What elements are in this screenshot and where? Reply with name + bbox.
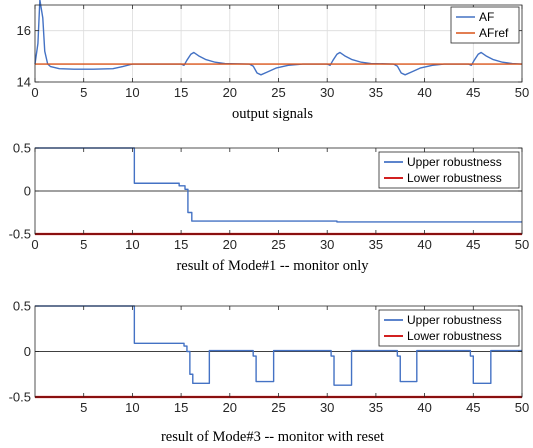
y-tick-label: 0: [24, 184, 31, 199]
y-tick-label: 0.5: [13, 141, 31, 156]
chart-3: 5 10 15 20 25 30 35 40 45 50 -0.5 0 0.5 Upper robustn…: [9, 299, 530, 446]
x-tick-label: 30: [320, 85, 334, 100]
x-tick-label: 50: [515, 85, 529, 100]
x-tick-label: 30: [320, 400, 334, 415]
x-tick-label: 5: [80, 85, 87, 100]
legend-label: AFref: [479, 26, 509, 40]
x-tick-label: 10: [125, 400, 139, 415]
legend-label: Upper robustness: [407, 155, 502, 169]
x-tick-label: 5: [80, 237, 87, 252]
x-tick-label: 15: [174, 85, 188, 100]
x-tick-label: 45: [466, 237, 480, 252]
legend-box: [378, 151, 520, 189]
x-tick-label: 35: [369, 85, 383, 100]
x-tick-label: 30: [320, 237, 334, 252]
x-tick-label: 40: [417, 400, 431, 415]
legend: Upper robustness Lower robustness: [378, 309, 520, 347]
chart-caption: result of Mode#1 -- monitor only: [176, 258, 369, 274]
x-tick-label: 0: [31, 237, 38, 252]
x-tick-label: 50: [515, 237, 529, 252]
x-tick-label: 40: [417, 237, 431, 252]
x-tick-label: 50: [515, 400, 529, 415]
x-tick-label: 20: [223, 237, 237, 252]
x-tick-label: 20: [223, 400, 237, 415]
x-tick-label: 45: [466, 400, 480, 415]
y-tick-label: 0.5: [13, 299, 31, 314]
legend-box: [450, 6, 520, 44]
x-tick-label: 10: [125, 237, 139, 252]
y-tick-label: -0.5: [9, 227, 31, 242]
x-tick-label: 25: [271, 400, 285, 415]
y-tick-label: -0.5: [9, 390, 31, 405]
legend-box: [378, 309, 520, 347]
legend-label: Lower robustness: [407, 171, 502, 185]
y-tick-label: 0: [24, 344, 31, 359]
legend-label: Upper robustness: [407, 313, 502, 327]
series-line-upper-robustness: [35, 305, 522, 386]
x-tick-label: 15: [174, 237, 188, 252]
chart-1: 0 5 10 15 20 25 30 35 40 45 50 14 16 AF AFref output si…: [17, 0, 529, 122]
legend-label: Lower robustness: [407, 329, 502, 343]
x-tick-label: 25: [271, 85, 285, 100]
x-tick-label: 10: [125, 85, 139, 100]
series-line-upper-robustness: [35, 147, 522, 223]
x-tick-label: 35: [369, 237, 383, 252]
x-tick-label: 5: [80, 400, 87, 415]
x-tick-label: 20: [223, 85, 237, 100]
legend: Upper robustness Lower robustness: [378, 151, 520, 189]
legend: AF AFref: [450, 6, 520, 44]
x-tick-label: 0: [31, 85, 38, 100]
x-tick-label: 25: [271, 237, 285, 252]
chart-caption: output signals: [232, 106, 313, 122]
legend-label: AF: [479, 10, 494, 24]
y-tick-label: 14: [17, 75, 31, 90]
y-tick-label: 16: [17, 23, 31, 38]
x-tick-label: 15: [174, 400, 188, 415]
x-tick-label: 45: [466, 85, 480, 100]
x-tick-label: 35: [369, 400, 383, 415]
x-tick-label: 40: [417, 85, 431, 100]
chart-caption: result of Mode#3 -- monitor with reset: [161, 429, 384, 445]
